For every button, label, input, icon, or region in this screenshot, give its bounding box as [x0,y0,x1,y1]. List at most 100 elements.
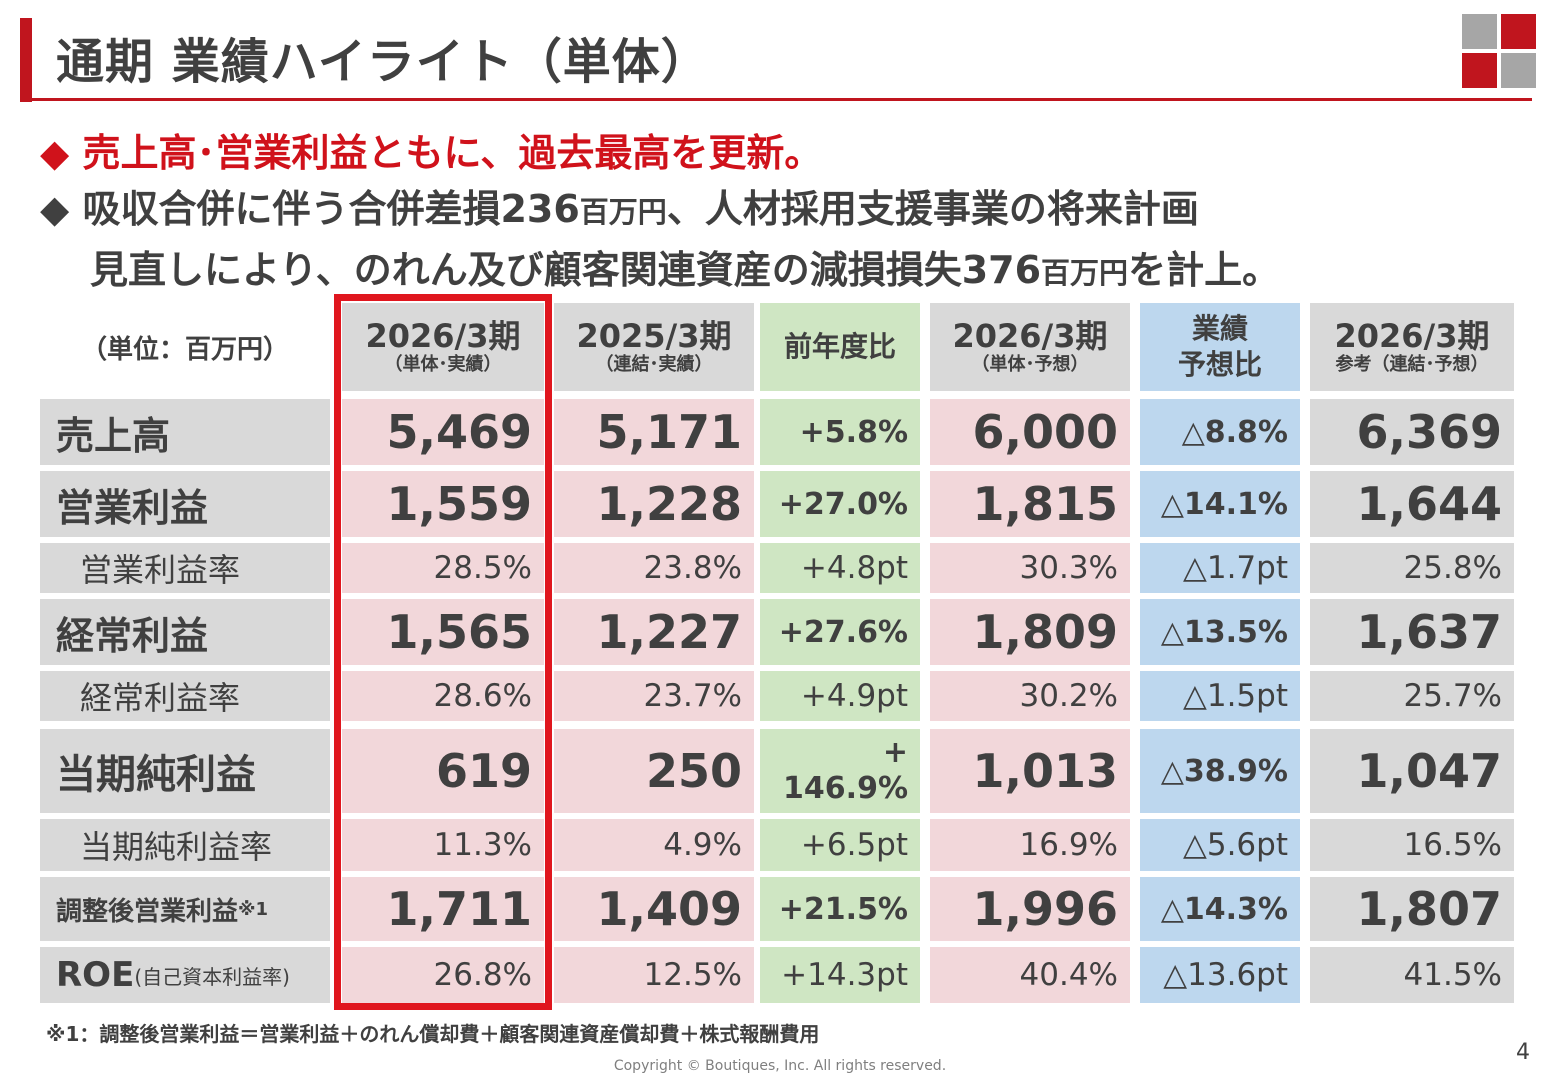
table-cell: 28.5% [342,543,544,593]
table-cell: △8.8% [1140,399,1300,465]
row-label-text: 経常利益 [56,613,209,658]
row-label-note: ※1 [238,898,269,920]
column-header: 2026/3期 （単体･予想） [930,303,1130,391]
table-cell: 5,171 [554,399,754,465]
table-cell: △13.6pt [1140,947,1300,1003]
table-cell: 1,809 [930,599,1130,665]
table-cell: 250 [554,729,754,813]
table-cell: +146.9% [760,729,920,813]
table-cell: 1,815 [930,471,1130,537]
table-cell: 1,559 [342,471,544,537]
table-cell: 1,409 [554,877,754,941]
column-header: 前年度比 [760,303,920,391]
page-number: 4 [1516,1040,1530,1065]
table-cell: +4.8pt [760,543,920,593]
column-header-main: 2025/3期 [576,317,732,355]
table-cell: 1,996 [930,877,1130,941]
table-cell: 1,228 [554,471,754,537]
table-cell: △1.5pt [1140,671,1300,721]
copyright: Copyright © Boutiques, Inc. All rights r… [613,1058,947,1074]
table-cell: 28.6% [342,671,544,721]
table-cell: 25.8% [1310,543,1514,593]
table-cell: +27.0% [760,471,920,537]
row-label-text: 当期純利益 [56,752,256,798]
bullet-impairment: ◆ 吸収合併に伴う合併差損236百万円、人材採用支援事業の将来計画 見直しにより… [40,187,1281,292]
unit-label: （単位：百万円） [80,334,289,365]
table-cell: +6.5pt [760,819,920,871]
table-cell: 1,711 [342,877,544,941]
column-header: 2025/3期 （連結･実績） [554,303,754,391]
row-label-text: 経常利益率 [80,679,241,717]
table-cell: 619 [342,729,544,813]
row-label: ROE (自己資本利益率) [40,947,330,1003]
page-title: 通期 業績ハイライト（単体） [56,34,710,90]
table-cell: 25.7% [1310,671,1514,721]
column-header-main: 前年度比 [783,330,896,363]
brand-logo [1462,14,1536,88]
title-underline [20,98,1532,101]
table-cell-line: + [882,735,908,770]
row-label-text: 当期純利益率 [80,828,273,866]
table-cell: 1,637 [1310,599,1514,665]
table-cell: 1,047 [1310,729,1514,813]
table-cell: +4.9pt [760,671,920,721]
row-label: 当期純利益 [40,729,330,813]
row-label: 営業利益 [40,471,330,537]
title-accent-bar [20,18,32,102]
table-cell: 26.8% [342,947,544,1003]
table-cell: 6,369 [1310,399,1514,465]
row-label: 売上高 [40,399,330,465]
column-header: 2026/3期 （単体･実績） [342,303,544,391]
diamond-icon: ◆ [40,131,70,175]
bullet-text: 売上高･営業利益ともに、過去最高を更新。 [82,131,823,175]
row-label-note: (自己資本利益率) [134,964,290,989]
column-header-main: 業績 予想比 [1177,312,1262,381]
footnote: ※1：調整後営業利益＝営業利益＋のれん償却費＋顧客関連資産償却費＋株式報酬費用 [46,1022,820,1046]
row-label: 経常利益率 [40,671,330,721]
row-label: 営業利益率 [40,543,330,593]
column-header-sub: （単体･予想） [971,354,1089,375]
column-header-sub: （連結･実績） [595,354,713,375]
table-cell: 4.9% [554,819,754,871]
bullet-record-high: ◆ 売上高･営業利益ともに、過去最高を更新。 [40,122,822,177]
table-cell: △13.5% [1140,599,1300,665]
table-cell: 1,013 [930,729,1130,813]
table-cell: +21.5% [760,877,920,941]
column-header-main: 2026/3期 [1334,317,1490,355]
row-label-text: 売上高 [56,413,171,458]
row-label-text: 営業利益 [56,485,209,530]
table-cell: 11.3% [342,819,544,871]
table-cell: 41.5% [1310,947,1514,1003]
table-cell: +5.8% [760,399,920,465]
highlight-frame [334,294,552,1010]
table-cell: 12.5% [554,947,754,1003]
table-cell: 6,000 [930,399,1130,465]
table-cell: △14.1% [1140,471,1300,537]
table-cell: 16.9% [930,819,1130,871]
column-header-sub: 参考（連結･予想） [1335,354,1489,375]
table-cell: 5,469 [342,399,544,465]
table-cell-line: 146.9% [783,771,908,806]
diamond-icon: ◆ [40,187,70,231]
table-cell: 1,565 [342,599,544,665]
table-cell: 23.8% [554,543,754,593]
column-header-main: 2026/3期 [365,317,521,355]
table-cell: △5.6pt [1140,819,1300,871]
row-label: 当期純利益率 [40,819,330,871]
row-label: 調整後営業利益 ※1 [40,877,330,941]
table-cell: △38.9% [1140,729,1300,813]
table-cell: +27.6% [760,599,920,665]
table-cell: △1.7pt [1140,543,1300,593]
table-cell: 16.5% [1310,819,1514,871]
table-cell: △14.3% [1140,877,1300,941]
table-cell: 30.3% [930,543,1130,593]
table-cell: 1,807 [1310,877,1514,941]
column-header-sub: （単体･実績） [384,354,502,375]
row-label-text: 調整後営業利益 [56,896,239,927]
table-cell: 40.4% [930,947,1130,1003]
column-header: 業績 予想比 [1140,303,1300,391]
table-cell: 1,644 [1310,471,1514,537]
column-header: 2026/3期 参考（連結･予想） [1310,303,1514,391]
column-header-main: 2026/3期 [952,317,1108,355]
table-cell: 23.7% [554,671,754,721]
